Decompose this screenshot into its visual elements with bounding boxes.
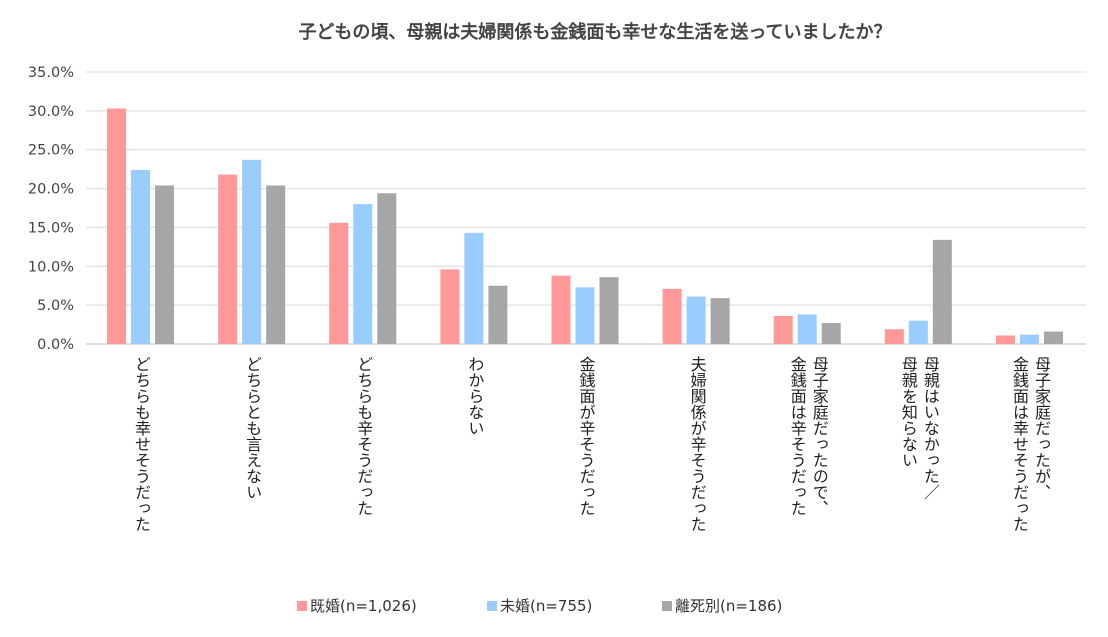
bar — [440, 269, 460, 344]
bar — [464, 232, 484, 344]
y-tick-label: 5.0% — [37, 298, 74, 314]
legend-swatch — [297, 601, 307, 611]
category-label: わからない — [465, 356, 484, 436]
y-tick-label: 25.0% — [28, 143, 74, 159]
legend-swatch — [662, 601, 672, 611]
bar — [773, 316, 793, 344]
bar — [377, 193, 397, 344]
bar — [353, 204, 373, 344]
legend-label: 離死別(n=186) — [675, 597, 782, 615]
category-label: どちらも辛そうだった — [354, 356, 373, 516]
legend-label: 未婚(n=755) — [500, 597, 592, 615]
y-tick-label: 15.0% — [28, 220, 74, 236]
bar — [107, 108, 127, 344]
category-label: どちらも幸せそうだった — [132, 356, 151, 532]
category-label: 金銭面は幸せそうだった — [1010, 356, 1029, 532]
category-label: 金銭面が辛そうだった — [577, 356, 596, 516]
bar — [599, 277, 619, 344]
bar — [329, 222, 349, 344]
category-label: 夫婦関係が辛そうだった — [688, 356, 707, 532]
bar — [488, 285, 508, 344]
bar — [662, 288, 682, 344]
y-tick-label: 30.0% — [28, 104, 74, 120]
y-tick-label: 10.0% — [28, 259, 74, 275]
y-tick-label: 0.0% — [37, 337, 74, 353]
bar — [242, 159, 262, 344]
bar — [932, 239, 952, 344]
bar — [797, 314, 817, 344]
category-label: 母子家庭だったので、 — [810, 356, 829, 516]
bar — [1043, 331, 1063, 344]
category-label: 金銭面は辛そうだった — [788, 356, 807, 516]
category-label: 母親を知らない — [899, 356, 918, 468]
bar — [686, 296, 706, 344]
bar — [1019, 334, 1039, 344]
y-tick-label: 20.0% — [28, 182, 74, 198]
category-label: どちらとも言えない — [243, 356, 262, 500]
chart-title: 子どもの頃、母親は夫婦関係も金銭面も幸せな生活を送っていましたか？ — [298, 21, 891, 43]
legend-label: 既婚(n=1,026) — [310, 597, 417, 615]
legend-swatch — [487, 601, 497, 611]
bar — [995, 335, 1015, 344]
bar — [575, 287, 595, 344]
bar — [266, 185, 286, 344]
bar — [710, 298, 730, 344]
bar — [884, 329, 904, 344]
bar — [218, 174, 238, 344]
bar — [908, 320, 928, 344]
bar — [821, 323, 841, 344]
bar — [131, 169, 151, 344]
bar — [551, 275, 571, 344]
bar — [155, 185, 175, 344]
category-label: 母親はいなかった／ — [921, 356, 940, 500]
category-label: 母子家庭だったが、 — [1032, 356, 1051, 500]
y-tick-label: 35.0% — [28, 65, 74, 81]
